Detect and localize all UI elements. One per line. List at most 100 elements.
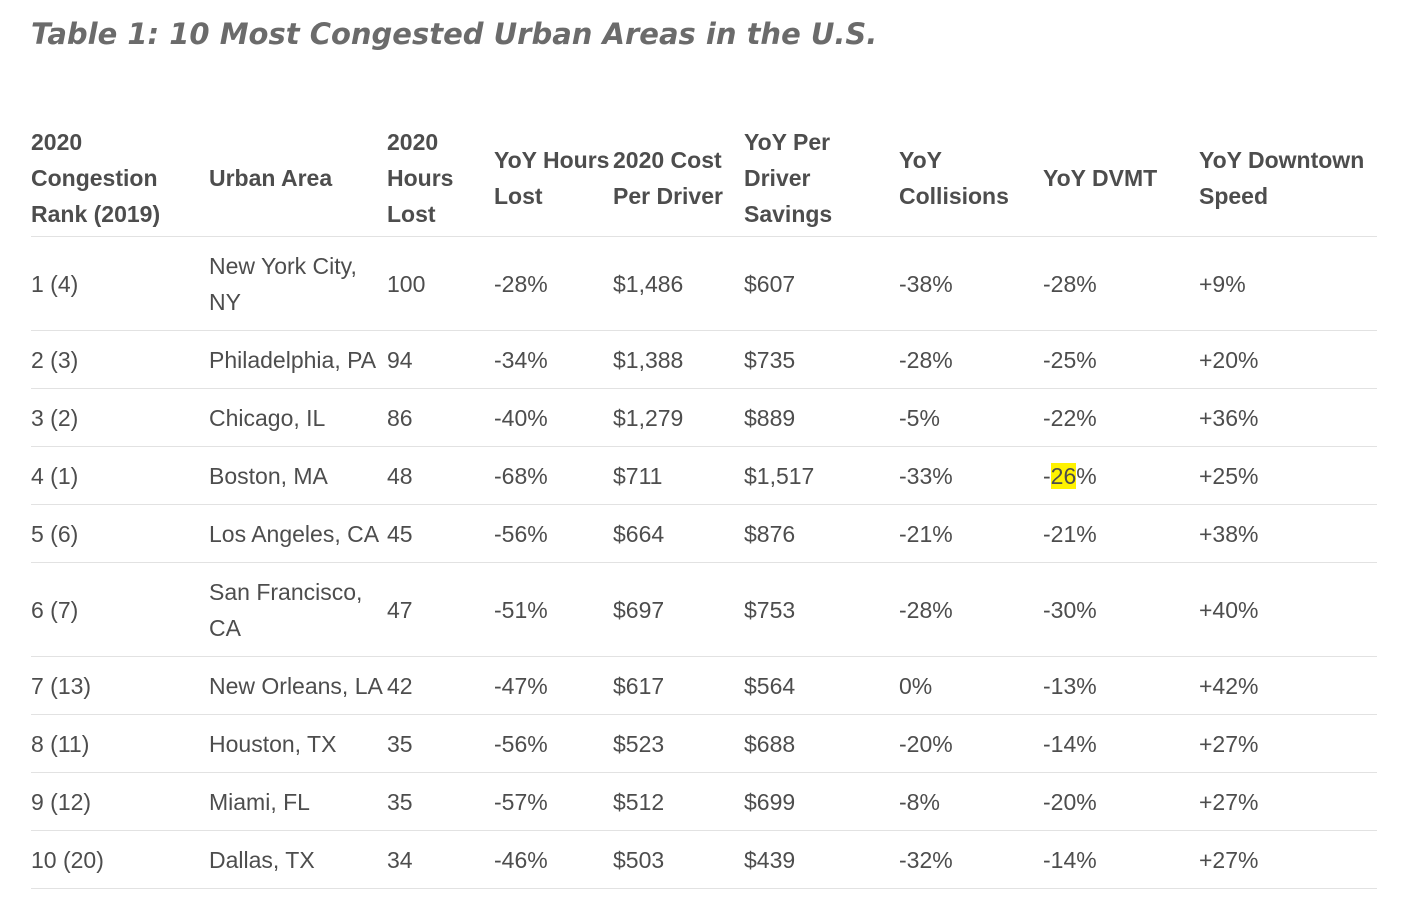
urban-area-cell: Los Angeles, CA [209,504,387,563]
yoy-dvmt-cell: -30% [1043,562,1199,657]
header-line: YoY Hours [494,146,610,173]
table-row: 10 (20) Dallas, TX 34 -46% $503 $439 -32% -14% +… [31,830,1377,889]
yoy-hours-lost-cell: -28% [494,236,613,331]
yoy-savings-cell: $735 [744,330,899,389]
header-hours-lost: 2020 Hours Lost [387,119,494,237]
yoy-collisions-cell: 0% [899,656,1043,715]
header-line: 2020 Cost [613,146,722,173]
urban-area-line: Boston, MA [209,462,328,489]
yoy-downtown-speed-cell: +42% [1199,656,1377,715]
cost-per-driver-cell: $512 [613,772,744,831]
header-urban-area: Urban Area [209,119,387,237]
table-title: Table 1: 10 Most Congested Urban Areas i… [31,17,878,51]
yoy-dvmt-cell: -26% [1043,446,1199,505]
header-yoy-dvmt: YoY DVMT [1043,119,1199,237]
yoy-dvmt-cell: -20% [1043,772,1199,831]
urban-area-line: New York City, [209,252,357,279]
rank-cell: 10 (20) [31,830,209,889]
hours-lost-cell: 47 [387,562,494,657]
header-line: Urban Area [209,164,333,191]
hours-lost-cell: 86 [387,388,494,447]
yoy-hours-lost-cell: -47% [494,656,613,715]
table-row: 2 (3) Philadelphia, PA 94 -34% $1,388 $735 -28… [31,330,1377,389]
yoy-hours-lost-cell: -46% [494,830,613,889]
urban-area-line: CA [209,614,241,641]
yoy-downtown-speed-cell: +27% [1199,772,1377,831]
yoy-collisions-cell: -21% [899,504,1043,563]
urban-area-line: San Francisco, [209,578,363,605]
header-yoy-downtown-speed: YoY Downtown Speed [1199,119,1377,237]
yoy-downtown-speed-cell: +27% [1199,714,1377,773]
urban-area-line: Chicago, IL [209,404,326,431]
cost-per-driver-cell: $664 [613,504,744,563]
yoy-downtown-speed-cell: +38% [1199,504,1377,563]
header-line: YoY Downtown [1199,146,1365,173]
header-line: Lost [494,182,543,209]
urban-area-cell: Dallas, TX [209,830,387,889]
yoy-hours-lost-cell: -40% [494,388,613,447]
hours-lost-cell: 94 [387,330,494,389]
header-line: YoY Per Driver [744,128,831,191]
yoy-hours-lost-cell: -57% [494,772,613,831]
table-row: 9 (12) Miami, FL 35 -57% $512 $699 -8% -20% +27% [31,772,1377,831]
hours-lost-cell: 35 [387,714,494,773]
header-yoy-collisions: YoY Collisions [899,119,1043,237]
header-row: 2020 Congestion Rank (2019) Urban Area 2020 H… [31,119,1377,237]
table-row: 1 (4) New York City, NY 100 -28% $1,486 $607 -3… [31,236,1377,331]
cost-per-driver-cell: $697 [613,562,744,657]
highlighted-text: 26 [1050,462,1077,489]
table-row: 4 (1) Boston, MA 48 -68% $711 $1,517 -33% -26% +… [31,446,1377,505]
dvmt-prefix: - [1043,462,1051,489]
rank-cell: 9 (12) [31,772,209,831]
header-line: Speed [1199,182,1269,209]
header-rank: 2020 Congestion Rank (2019) [31,119,209,237]
yoy-downtown-speed-cell: +25% [1199,446,1377,505]
cost-per-driver-cell: $711 [613,446,744,505]
yoy-collisions-cell: -32% [899,830,1043,889]
yoy-collisions-cell: -8% [899,772,1043,831]
yoy-hours-lost-cell: -34% [494,330,613,389]
header-line: Rank (2019) [31,200,161,227]
rank-cell: 4 (1) [31,446,209,505]
rank-cell: 7 (13) [31,656,209,715]
yoy-hours-lost-cell: -56% [494,504,613,563]
yoy-savings-cell: $688 [744,714,899,773]
yoy-dvmt-cell: -21% [1043,504,1199,563]
urban-area-line: Houston, TX [209,730,337,757]
urban-area-cell: Houston, TX [209,714,387,773]
header-line: YoY DVMT [1043,164,1158,191]
yoy-collisions-cell: -28% [899,330,1043,389]
header-line: 2020 [387,128,439,155]
header-line: Per Driver [613,182,723,209]
cost-per-driver-cell: $523 [613,714,744,773]
table-body: 1 (4) New York City, NY 100 -28% $1,486 $607 -3… [31,236,1377,889]
table-row: 7 (13) New Orleans, LA 42 -47% $617 $564 0% -13… [31,656,1377,715]
header-cost-per-driver: 2020 Cost Per Driver [613,119,744,237]
yoy-downtown-speed-cell: +9% [1199,236,1377,331]
header-line: YoY [899,146,943,173]
urban-area-line: NY [209,288,241,315]
congestion-table: 2020 Congestion Rank (2019) Urban Area 2020 H… [31,119,1377,889]
header-line: 2020 [31,128,83,155]
urban-area-cell: San Francisco, CA [209,562,387,657]
yoy-savings-cell: $889 [744,388,899,447]
yoy-dvmt-cell: -13% [1043,656,1199,715]
yoy-savings-cell: $1,517 [744,446,899,505]
rank-cell: 1 (4) [31,236,209,331]
yoy-collisions-cell: -28% [899,562,1043,657]
urban-area-line: Dallas, TX [209,846,315,873]
rank-cell: 6 (7) [31,562,209,657]
yoy-dvmt-cell: -28% [1043,236,1199,331]
rank-cell: 2 (3) [31,330,209,389]
rank-cell: 8 (11) [31,714,209,773]
hours-lost-cell: 45 [387,504,494,563]
hours-lost-cell: 35 [387,772,494,831]
header-yoy-savings: YoY Per Driver Savings [744,119,899,237]
yoy-savings-cell: $607 [744,236,899,331]
yoy-savings-cell: $439 [744,830,899,889]
hours-lost-cell: 100 [387,236,494,331]
yoy-collisions-cell: -33% [899,446,1043,505]
hours-lost-cell: 42 [387,656,494,715]
header-line: Collisions [899,182,1009,209]
cost-per-driver-cell: $1,279 [613,388,744,447]
